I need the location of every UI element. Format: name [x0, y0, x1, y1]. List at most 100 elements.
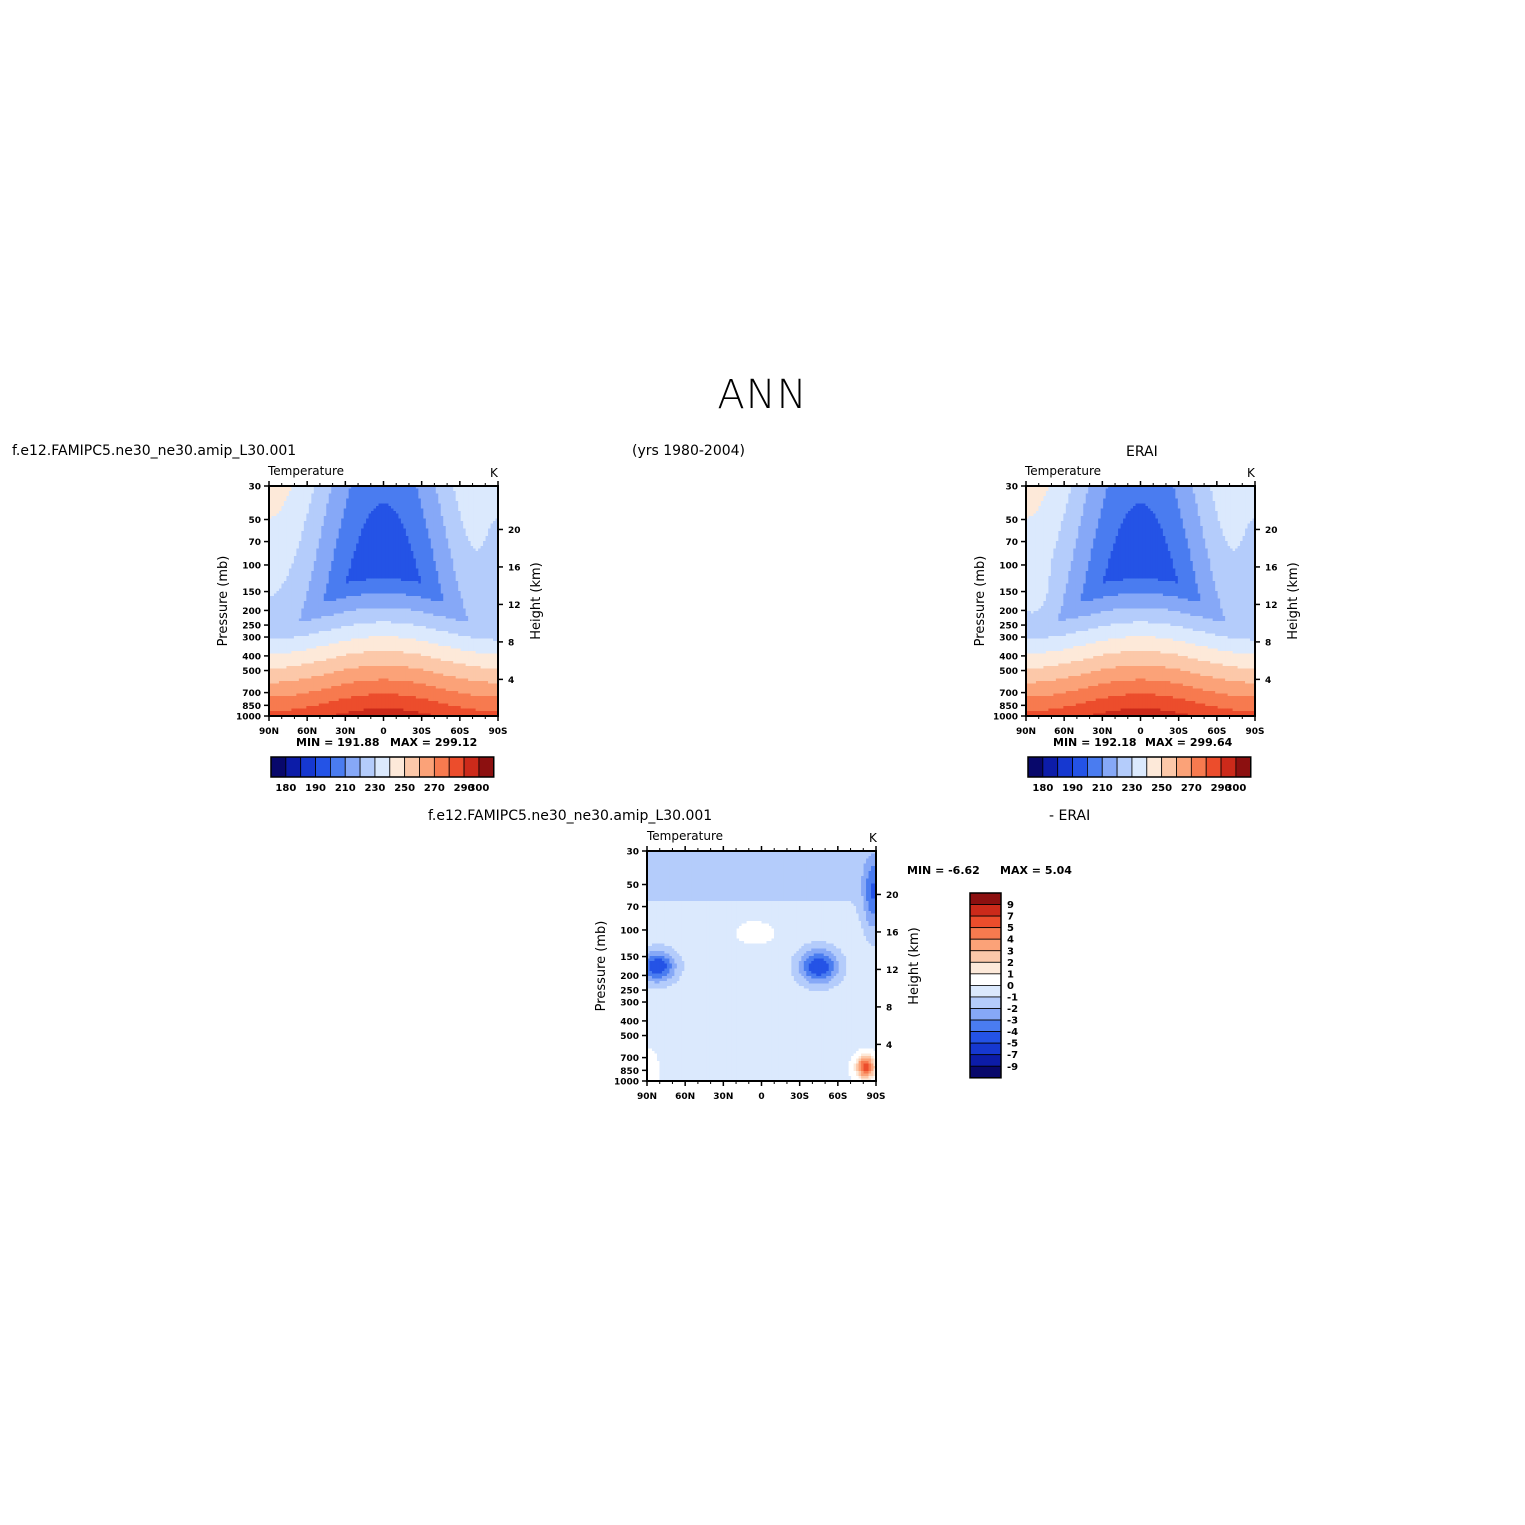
field-cell: [468, 526, 472, 530]
field-cell: [378, 521, 382, 525]
field-cell: [423, 546, 427, 550]
field-cell: [348, 556, 352, 560]
field-cell: [363, 551, 367, 555]
field-cell: [341, 531, 345, 535]
field-cell: [366, 493, 370, 497]
field-cell: [445, 601, 449, 605]
field-cell: [465, 578, 469, 582]
field-cell: [298, 576, 302, 580]
field-cell: [483, 508, 487, 512]
field-cell: [455, 506, 459, 510]
field-cell: [303, 503, 307, 507]
field-cell: [475, 588, 479, 592]
field-cell: [271, 621, 275, 625]
field-cell: [473, 603, 477, 607]
field-cell: [283, 521, 288, 525]
field-cell: [271, 583, 275, 587]
field-cell: [318, 488, 322, 492]
field-cell: [328, 528, 332, 532]
field-cell: [418, 593, 422, 597]
field-cell: [415, 518, 419, 522]
field-cell: [328, 501, 332, 505]
field-cell: [425, 523, 429, 527]
field-cell: [418, 576, 422, 580]
field-cell: [378, 593, 382, 597]
field-cell: [493, 526, 497, 530]
field-cell: [293, 576, 297, 580]
field-cell: [475, 508, 479, 512]
field-cell: [428, 571, 432, 575]
field-cell: [458, 518, 462, 522]
field-cell: [351, 531, 355, 535]
field-cell: [418, 513, 422, 517]
field-cell: [410, 521, 414, 525]
field-cell: [463, 598, 467, 602]
field-cell: [269, 546, 273, 550]
field-cell: [271, 568, 275, 572]
field-cell: [478, 533, 482, 537]
field-cell: [473, 523, 477, 527]
field-cell: [490, 591, 494, 595]
field-cell: [278, 541, 283, 545]
field-cell: [303, 516, 307, 520]
field-cell: [420, 541, 424, 545]
field-cell: [430, 566, 434, 570]
field-cell: [423, 548, 427, 552]
field-cell: [338, 553, 342, 557]
field-cell: [336, 558, 340, 562]
field-cell: [286, 596, 290, 600]
field-cell: [313, 496, 317, 500]
field-cell: [293, 588, 297, 592]
field-cell: [405, 618, 409, 622]
field-cell: [455, 596, 459, 600]
field-cell: [368, 521, 372, 525]
field-cell: [410, 608, 414, 612]
field-cell: [336, 568, 340, 572]
field-cell: [433, 486, 437, 490]
field-cell: [286, 593, 290, 597]
field-cell: [366, 516, 370, 520]
field-cell: [306, 558, 310, 562]
field-cell: [483, 528, 487, 532]
field-cell: [450, 596, 454, 600]
field-cell: [495, 511, 498, 515]
field-cell: [458, 491, 462, 495]
field-cell: [353, 503, 357, 507]
field-cell: [450, 573, 454, 577]
field-cell: [425, 561, 429, 565]
field-cell: [336, 493, 340, 497]
field-cell: [483, 493, 487, 497]
field-cell: [490, 583, 494, 587]
field-cell: [291, 501, 295, 505]
field-cell: [483, 558, 487, 562]
field-cell: [410, 593, 414, 597]
field-cell: [405, 611, 409, 615]
field-cell: [278, 586, 283, 590]
field-cell: [425, 488, 429, 492]
field-cell: [440, 501, 444, 505]
field-cell: [353, 546, 357, 550]
field-cell: [318, 588, 322, 592]
field-cell: [413, 506, 417, 510]
field-cell: [430, 571, 434, 575]
field-cell: [458, 566, 462, 570]
field-cell: [283, 538, 288, 542]
field-cell: [400, 588, 405, 592]
field-cell: [373, 543, 377, 547]
field-cell: [435, 521, 439, 525]
field-cell: [353, 571, 357, 575]
field-cell: [443, 591, 447, 595]
field-cell: [343, 543, 347, 547]
field-cell: [478, 571, 482, 575]
field-cell: [288, 553, 292, 557]
field-cell: [495, 556, 498, 560]
field-cell: [470, 618, 474, 622]
field-cell: [296, 588, 300, 592]
field-cell: [445, 516, 449, 520]
field-cell: [298, 536, 302, 540]
field-cell: [478, 521, 482, 525]
field-cell: [278, 578, 283, 582]
field-cell: [283, 586, 288, 590]
field-cell: [433, 496, 437, 500]
field-cell: [493, 518, 497, 522]
